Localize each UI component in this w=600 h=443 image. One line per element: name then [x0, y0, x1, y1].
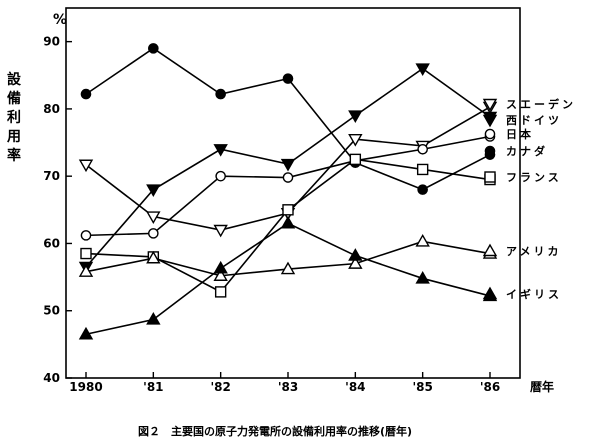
data-point [280, 215, 296, 229]
data-point [146, 312, 161, 325]
data-point [148, 43, 159, 54]
data-point [417, 143, 428, 155]
data-point [348, 256, 363, 269]
legend-marker [482, 98, 498, 112]
series-group [78, 63, 498, 275]
plot-frame [65, 7, 521, 379]
axis-layer: 40 50 60 70 80 90 1980 '81 '82 '83 '84 '85 '86 設備利用率 [7, 35, 500, 394]
legend-marker [484, 128, 496, 140]
y-tick-label: 70 [43, 169, 60, 183]
data-point [78, 264, 94, 277]
data-point [213, 144, 228, 157]
y-axis-title: 設備利用率 [7, 71, 22, 164]
y-tick-label: 50 [43, 304, 60, 318]
data-point [78, 326, 94, 340]
legend-marker [482, 286, 498, 300]
y-tick-label: 90 [43, 35, 60, 49]
data-point [213, 224, 228, 238]
data-point [78, 159, 94, 173]
legend-label: イギリス [506, 287, 562, 301]
data-point [80, 247, 92, 260]
data-point [416, 163, 429, 176]
legend-label: スエーデン [506, 97, 576, 111]
data-point [415, 271, 430, 284]
plot-frame-layer [65, 7, 521, 379]
legend-label: 日本 [506, 127, 534, 141]
legend-label: フランス [506, 171, 562, 184]
data-point [282, 204, 294, 216]
data-point [348, 110, 363, 124]
figure-caption: 図２ 主要国の原子力発電所の設備利用率の推移(暦年) [138, 424, 412, 438]
data-point [348, 133, 363, 147]
data-point [148, 228, 159, 239]
legend-marker [484, 145, 496, 157]
data-point [417, 184, 428, 195]
x-tick-label: 1980 [69, 380, 102, 394]
data-point [146, 211, 161, 224]
data-point [146, 184, 161, 198]
legend-label: 西ドイツ [506, 114, 562, 127]
x-tick-label: '81 [143, 380, 163, 394]
data-point [349, 153, 362, 166]
x-tick-label: '86 [480, 380, 500, 394]
x-tick-label: '84 [345, 380, 365, 394]
data-point [213, 268, 228, 281]
data-point [215, 170, 226, 182]
x-tick-label: '82 [210, 380, 230, 394]
data-point [80, 88, 92, 100]
series-group [78, 215, 498, 340]
data-point [80, 230, 92, 241]
y-tick-label: 60 [43, 236, 60, 250]
legend-marker [482, 114, 498, 128]
data-point [282, 73, 294, 84]
data-point [214, 286, 227, 298]
series-line [85, 222, 491, 336]
y-tick-label: 80 [43, 102, 60, 116]
data-point [282, 172, 294, 183]
data-point [415, 234, 430, 247]
data-point [213, 260, 228, 274]
y-tick-label: 40 [43, 371, 60, 385]
legend-label: カナダ [506, 144, 548, 158]
legend-label: アメリカ [506, 245, 561, 258]
y-axis-unit: % [53, 12, 67, 28]
data-point [146, 250, 161, 264]
x-tick-label: '83 [278, 380, 298, 394]
legend-marker [482, 243, 498, 257]
x-tick-label: '85 [412, 380, 432, 394]
series-group [78, 234, 498, 281]
data-point [280, 261, 296, 275]
data-point [415, 63, 430, 76]
x-axis-title: 暦年 [530, 379, 554, 394]
data-point [280, 158, 296, 172]
data-point [348, 248, 363, 261]
legend-marker [484, 171, 496, 183]
data-point [215, 88, 226, 100]
series-layer [78, 43, 498, 340]
